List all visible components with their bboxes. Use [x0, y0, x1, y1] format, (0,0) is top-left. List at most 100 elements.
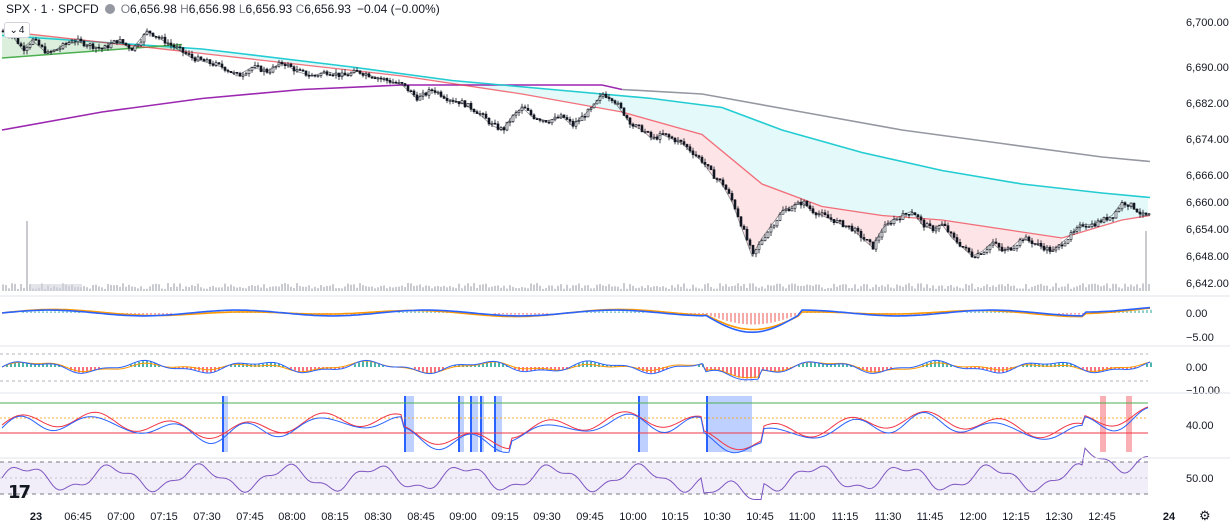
- candle: [1114, 209, 1118, 219]
- volume-bar: [341, 288, 343, 291]
- volume-bar: [1022, 288, 1024, 291]
- volume-bar: [224, 283, 226, 291]
- volume-bar: [470, 286, 472, 291]
- osc-histogram-bar: [10, 363, 12, 367]
- volume-bar: [686, 288, 688, 291]
- volume-bar: [266, 288, 268, 291]
- osc-histogram-bar: [662, 367, 664, 371]
- rsi-pane[interactable]: [0, 447, 1149, 501]
- candle: [448, 99, 452, 105]
- stochastic-pane[interactable]: [0, 396, 1149, 454]
- osc-histogram-bar: [1094, 367, 1096, 373]
- time-tick-label: 12:00: [959, 511, 987, 523]
- tradingview-logo-icon[interactable]: 17: [8, 482, 31, 503]
- macd-histogram-bar: [706, 313, 708, 315]
- rsi-band: [0, 462, 1148, 494]
- candle: [760, 238, 764, 246]
- osc-histogram-bar: [338, 367, 340, 370]
- candle: [241, 72, 245, 80]
- osc-histogram-bar: [1022, 364, 1024, 367]
- volume-bar: [257, 285, 259, 291]
- volume-bar: [86, 287, 88, 291]
- volume-bar: [494, 285, 496, 291]
- price-axis[interactable]: 6,700.00 6,690.00 6,682.00 6,674.00 6,666.00…: [1186, 17, 1229, 485]
- candle: [28, 42, 32, 50]
- macd-histogram-bar: [630, 311, 632, 313]
- osc-histogram-bar: [242, 363, 244, 367]
- volume-bar: [167, 283, 169, 291]
- osc-histogram-bar: [422, 367, 424, 372]
- macd-histogram-bar: [522, 313, 524, 315]
- time-axis[interactable]: 23 06:45 07:00 07:15 07:30 07:45 08:00 08:15 08:…: [30, 511, 1176, 523]
- indicators-toggle-button[interactable]: ⌄ 4: [4, 22, 30, 38]
- osc-histogram-bar: [1090, 367, 1092, 372]
- volume-bar: [734, 285, 736, 291]
- macd-histogram-bar: [790, 313, 792, 318]
- candle: [175, 43, 179, 50]
- osc-histogram-bar: [842, 364, 844, 367]
- time-tick-label: 11:00: [789, 511, 816, 523]
- osc-histogram-bar: [86, 367, 88, 373]
- volume-bar: [290, 286, 292, 291]
- volume-bar: [554, 288, 556, 291]
- volume-bar: [1004, 286, 1006, 291]
- macd-histogram-bar: [138, 313, 140, 315]
- volume-bar: [488, 287, 490, 291]
- candle: [865, 239, 869, 241]
- candle: [964, 244, 968, 251]
- volume-bar: [872, 287, 874, 291]
- osc-histogram-bar: [502, 363, 504, 367]
- osc-histogram-bar: [850, 365, 852, 367]
- candle: [250, 66, 254, 73]
- volume-bar: [677, 284, 679, 291]
- osc-histogram-bar: [1082, 367, 1084, 369]
- macd-histogram-bar: [762, 313, 764, 324]
- volume-bar: [197, 283, 199, 291]
- candle: [994, 238, 998, 245]
- symbol-title[interactable]: SPX · 1 · SPCFD: [6, 2, 99, 16]
- sma-purple-line: [1, 84, 623, 131]
- volume-bar: [1070, 288, 1072, 291]
- time-tick-label: 07:45: [236, 511, 264, 523]
- volume-bar: [188, 287, 190, 291]
- volume-bar: [275, 286, 277, 291]
- candle: [1015, 244, 1019, 252]
- gear-icon[interactable]: ⚙: [1199, 508, 1211, 523]
- candle: [841, 219, 845, 228]
- osc-histogram-bar: [178, 367, 180, 369]
- time-tick-label: 07:15: [150, 511, 178, 523]
- macd-histogram-bar: [794, 313, 796, 316]
- signal-band: [494, 396, 502, 452]
- ema-red-line: [1, 30, 1151, 239]
- osc-histogram-bar: [706, 367, 708, 372]
- osc-histogram-bar: [838, 364, 840, 367]
- close-line: [1, 30, 1150, 257]
- macd-pane[interactable]: [1, 306, 1152, 333]
- price-pane[interactable]: [1, 28, 1151, 291]
- volume-bar: [914, 288, 916, 291]
- candle: [298, 67, 302, 71]
- volume-bar: [407, 283, 409, 291]
- volume-bar: [629, 284, 631, 291]
- candle: [898, 216, 902, 223]
- volume-bar: [608, 284, 610, 291]
- volume-bar: [281, 284, 283, 291]
- osc-histogram-bar: [30, 364, 32, 367]
- price-tick-label: 6,654.00: [1186, 224, 1229, 236]
- osc-histogram-bar: [1046, 364, 1048, 367]
- osc-histogram-bar: [362, 361, 364, 367]
- volume-bar: [1037, 284, 1039, 291]
- candle: [1069, 230, 1073, 242]
- volume-bar: [653, 286, 655, 291]
- volume-bar: [770, 285, 772, 291]
- macd-histogram-bar: [1118, 311, 1120, 313]
- candle: [523, 104, 527, 109]
- oscillator-pane[interactable]: [0, 353, 1152, 382]
- osc-histogram-bar: [726, 367, 728, 373]
- osc-histogram-bar: [78, 367, 80, 373]
- indicator-tick-label: 50.00: [1186, 473, 1214, 485]
- volume-bar: [398, 286, 400, 291]
- volume-bar: [899, 285, 901, 291]
- candle: [700, 155, 704, 164]
